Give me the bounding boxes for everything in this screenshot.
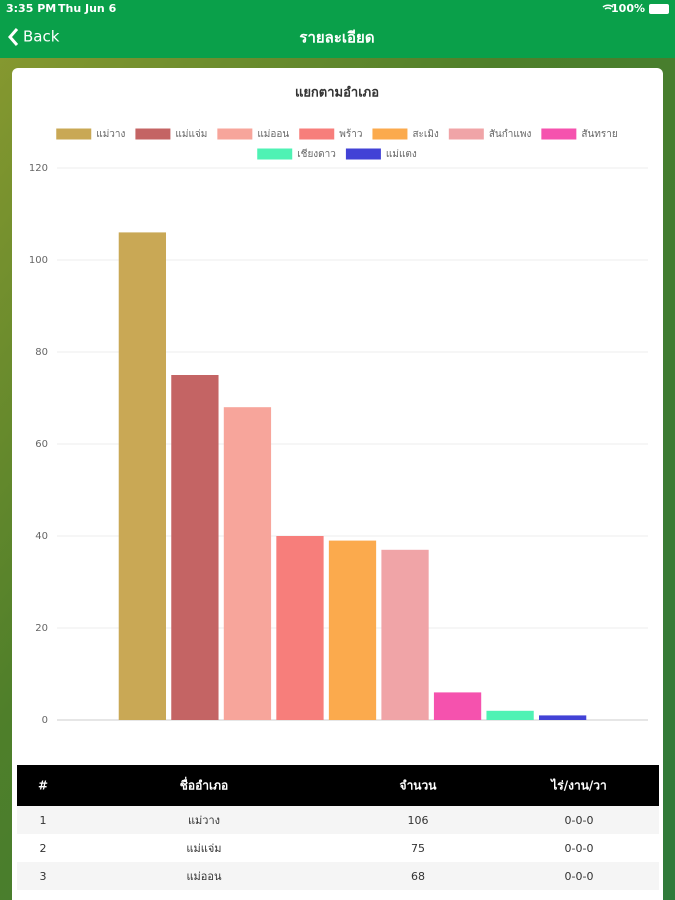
bar: [486, 710, 534, 720]
table-row-bg: [17, 862, 659, 890]
legend-label: พร้าว: [339, 128, 362, 140]
bar: [118, 232, 167, 720]
table-cell: 2: [40, 842, 47, 855]
bar: [381, 549, 429, 720]
legend-swatch: [541, 128, 577, 140]
legend-label: แม่วาง: [96, 129, 125, 140]
legend-swatch: [448, 128, 484, 140]
y-tick-label: 0: [42, 715, 48, 726]
battery-icon: [649, 4, 669, 14]
bar: [328, 540, 377, 720]
table-cell: 0-0-0: [565, 870, 594, 883]
table-row-bg: [17, 806, 659, 834]
bar: [223, 407, 272, 720]
table-cell: 0-0-0: [565, 814, 594, 827]
table-header: ชื่ออำเภอ: [180, 777, 229, 793]
legend-label: สันกำแพง: [489, 129, 532, 140]
legend-label: แม่ออน: [257, 129, 289, 140]
legend-swatch: [345, 148, 381, 160]
legend-swatch: [257, 148, 293, 160]
table-cell: 106: [408, 814, 429, 827]
chart-title: แยกตามอำเภอ: [295, 85, 379, 101]
table-cell: 75: [411, 842, 425, 855]
legend-swatch: [135, 128, 171, 140]
status-date: Thu Jun 6: [58, 2, 117, 15]
legend-label: เชียงดาว: [297, 148, 336, 160]
legend-swatch: [372, 128, 408, 140]
back-button[interactable]: Back: [23, 28, 60, 46]
table-cell: แม่แจ่ม: [186, 842, 221, 855]
table-header: จำนวน: [400, 779, 438, 793]
legend-label: สันทราย: [581, 129, 617, 140]
back-chevron[interactable]: [8, 28, 19, 46]
table-cell: แม่ออน: [186, 870, 222, 883]
table-header: #: [38, 779, 48, 793]
wifi-icon: [602, 4, 614, 10]
legend-swatch: [217, 128, 253, 140]
table-cell: 3: [40, 870, 47, 883]
y-tick-label: 120: [29, 163, 48, 174]
y-tick-label: 60: [35, 439, 48, 450]
y-tick-label: 20: [35, 623, 48, 634]
table-cell: แม่วาง: [188, 814, 220, 827]
y-tick-label: 80: [35, 347, 48, 358]
nav-title: รายละเอียด: [299, 29, 374, 47]
status-time: 3:35 PM: [6, 2, 56, 15]
bar: [538, 715, 587, 720]
table-cell: 0-0-0: [565, 842, 594, 855]
table-header: ไร่/งาน/วา: [549, 778, 607, 793]
chart: 0 20 40 60 80 100 120 แม่วาง แม่แจ่ม แม่ออน พร้าว ส…: [29, 128, 648, 726]
table-header-bg: [17, 765, 659, 806]
table-cell: 68: [411, 870, 425, 883]
table: # ชื่ออำเภอ จำนวน ไร่/งาน/วา 1 แม่วาง 106 0-0-0…: [17, 765, 659, 890]
bar: [171, 375, 219, 720]
bar: [433, 692, 482, 720]
table-cell: 1: [40, 814, 47, 827]
legend-label: แม่แจ่ม: [175, 129, 207, 140]
nav-bar: [0, 0, 675, 58]
legend-label: สะเมิง: [412, 129, 438, 140]
status-battery: 100%: [611, 2, 645, 15]
legend-swatch: [56, 128, 92, 140]
y-tick-label: 100: [29, 255, 48, 266]
legend-swatch: [299, 128, 335, 140]
y-tick-label: 40: [35, 531, 48, 542]
bar: [276, 536, 324, 720]
table-row-bg: [17, 834, 659, 862]
legend-label: แม่แตง: [386, 149, 417, 160]
